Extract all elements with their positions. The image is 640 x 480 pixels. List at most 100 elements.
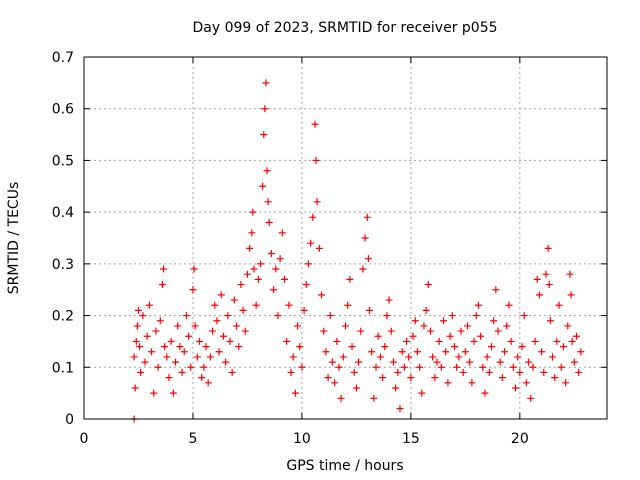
data-point (228, 368, 236, 376)
data-point (193, 353, 201, 361)
data-point (507, 337, 515, 345)
data-point (387, 327, 395, 335)
data-point (461, 348, 469, 356)
data-point (426, 327, 434, 335)
data-point (237, 281, 245, 289)
data-point (252, 301, 260, 309)
y-tick-label: 0 (65, 412, 74, 428)
data-point (501, 348, 509, 356)
data-point (464, 322, 472, 330)
data-point (182, 312, 190, 320)
data-point (511, 384, 519, 392)
data-point (254, 275, 262, 283)
data-point (470, 337, 478, 345)
plot-frame (83, 56, 608, 420)
data-point (226, 337, 234, 345)
data-point (457, 327, 465, 335)
data-point (446, 332, 454, 340)
data-point (437, 363, 445, 371)
data-point (442, 348, 450, 356)
data-point (180, 348, 188, 356)
data-point (529, 363, 537, 371)
y-tick-label: 0.5 (52, 153, 74, 169)
data-point (274, 312, 282, 320)
data-point (567, 291, 575, 299)
data-point (219, 332, 227, 340)
data-point (488, 343, 496, 351)
data-point (296, 343, 304, 351)
data-point (313, 198, 321, 206)
data-point (335, 363, 343, 371)
data-point (130, 353, 138, 361)
y-tick-label: 0.6 (52, 102, 74, 118)
data-point (505, 301, 513, 309)
data-point (389, 358, 397, 366)
data-point (143, 332, 151, 340)
data-point (514, 353, 522, 361)
data-point (496, 358, 504, 366)
data-point (546, 317, 554, 325)
data-point (167, 337, 175, 345)
y-tick-label: 0.7 (52, 50, 74, 66)
data-point (570, 358, 578, 366)
data-point (249, 208, 257, 216)
chart-title: Day 099 of 2023, SRMTID for receiver p05… (192, 20, 497, 36)
data-point (474, 301, 482, 309)
y-tick-label: 0.4 (52, 205, 74, 221)
data-point (239, 306, 247, 314)
tick-group: 0 0.1 0.2 0.3 0.4 0.5 0.6 0.7 0 5 10 15 20 (52, 50, 607, 447)
data-point (328, 358, 336, 366)
data-point (555, 301, 563, 309)
data-point (477, 332, 485, 340)
data-point (136, 343, 144, 351)
data-point (431, 374, 439, 382)
data-point (568, 337, 576, 345)
data-point (174, 322, 182, 330)
data-point (490, 317, 498, 325)
data-point (551, 374, 559, 382)
data-point (185, 332, 193, 340)
data-point (448, 312, 456, 320)
data-point (542, 270, 550, 278)
y-axis-label: SRMTID / TECUs (6, 182, 22, 295)
data-point (342, 322, 349, 330)
data-point (304, 260, 312, 268)
x-tick-label: 5 (188, 431, 197, 447)
data-point (131, 384, 139, 392)
data-point (398, 348, 406, 356)
data-point (533, 275, 541, 283)
data-point (564, 322, 572, 330)
data-point (355, 358, 363, 366)
data-point (572, 332, 580, 340)
data-point (132, 337, 140, 345)
data-point (272, 265, 280, 273)
data-point (178, 368, 186, 376)
data-point (309, 213, 317, 221)
data-point (287, 368, 295, 376)
data-point (535, 291, 543, 299)
data-point (204, 379, 212, 387)
data-point (540, 368, 548, 376)
data-point (163, 353, 171, 361)
x-tick-label: 10 (293, 431, 311, 447)
data-point (365, 306, 373, 314)
data-point (453, 363, 461, 371)
data-point (278, 229, 286, 237)
data-point (363, 213, 371, 221)
data-point (544, 244, 552, 252)
data-point (190, 265, 198, 273)
data-point (359, 265, 367, 273)
data-point (337, 394, 345, 402)
data-point (283, 337, 291, 345)
data-point (344, 301, 352, 309)
data-point (206, 353, 214, 361)
data-point (385, 296, 393, 304)
data-point (392, 384, 400, 392)
data-point (429, 353, 437, 361)
data-point (379, 374, 387, 382)
data-point (246, 244, 254, 252)
data-point (352, 384, 360, 392)
data-point (285, 301, 293, 309)
data-point (468, 379, 476, 387)
data-point (202, 343, 210, 351)
